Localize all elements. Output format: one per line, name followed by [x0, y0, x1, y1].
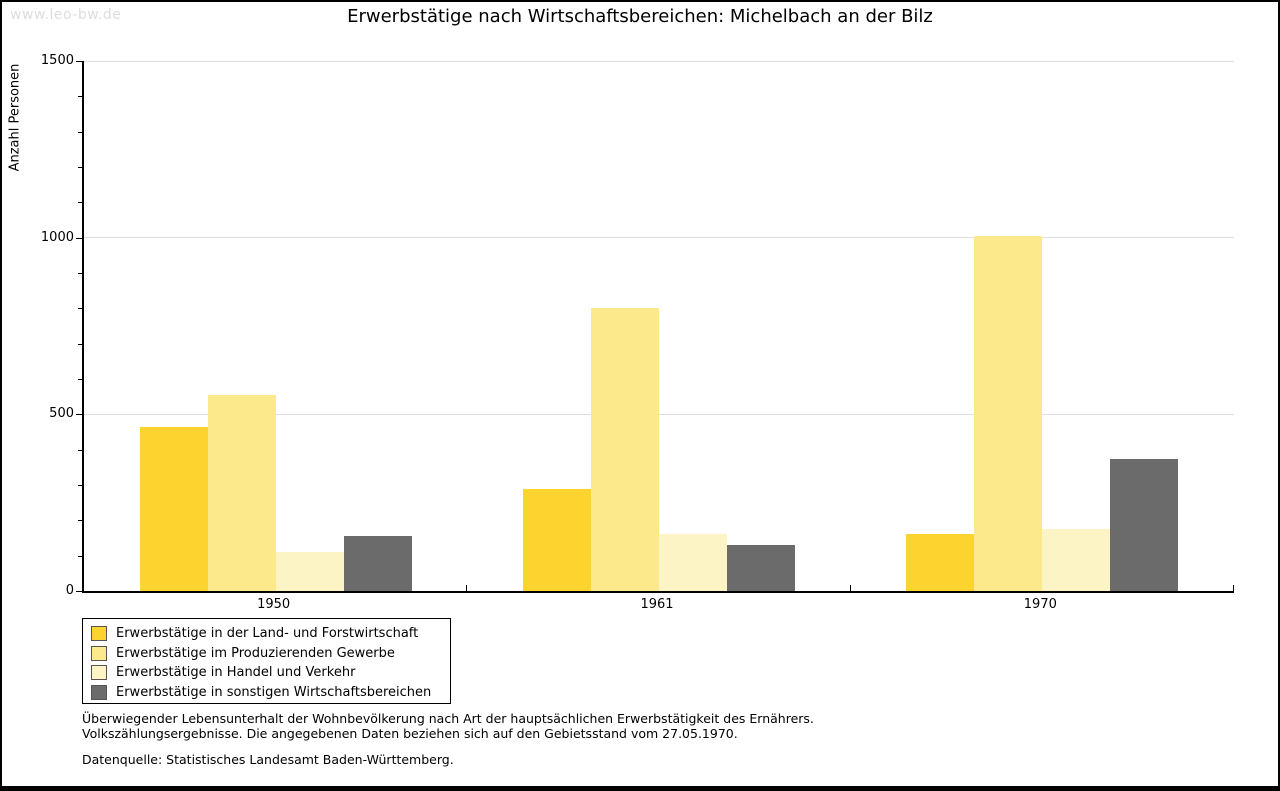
y-minor-tick-200 — [78, 520, 82, 522]
bar-series1-1970 — [906, 534, 975, 591]
legend-swatch-icon — [91, 665, 107, 681]
y-minor-tick-1100 — [78, 202, 82, 204]
bar-series4-1950 — [343, 536, 412, 591]
legend-swatch-icon — [91, 684, 107, 700]
bar-series3-1950 — [275, 552, 344, 591]
y-tick-label-1500: 1500 — [40, 53, 74, 68]
y-minor-tick-300 — [78, 485, 82, 486]
x-boundary-tick-2 — [849, 585, 851, 591]
legend-swatch-icon — [91, 626, 107, 642]
legend-item-4: Erwerbstätige in sonstigen Wirtschaftsbe… — [91, 683, 450, 703]
y-tick-label-500: 500 — [49, 406, 74, 422]
plot-area — [82, 60, 1234, 593]
bar-series2-1950 — [207, 394, 276, 591]
gridline-500 — [84, 413, 1234, 415]
bar-series4-1970 — [1110, 458, 1179, 591]
x-boundary-tick-1 — [466, 585, 468, 591]
legend-item-3: Erwerbstätige in Handel und Verkehr — [91, 663, 450, 683]
y-minor-tick-900 — [78, 273, 82, 274]
legend-label: Erwerbstätige in der Land- und Forstwirt… — [116, 626, 419, 642]
x-boundary-tick-3 — [1233, 585, 1234, 591]
y-major-tick-1500 — [76, 61, 82, 62]
y-minor-tick-600 — [78, 379, 82, 380]
y-tick-label-0: 0 — [65, 583, 74, 598]
y-minor-tick-100 — [78, 555, 82, 557]
legend-item-1: Erwerbstätige in der Land- und Forstwirt… — [91, 624, 450, 644]
y-minor-tick-700 — [78, 343, 82, 345]
x-tick-label-1970: 1970 — [1023, 597, 1057, 612]
y-axis-label: Anzahl Personen — [7, 63, 23, 172]
footnote: Überwiegender Lebensunterhalt der Wohnbe… — [82, 711, 814, 741]
bar-series3-1961 — [659, 534, 727, 591]
legend-swatch-icon — [91, 645, 107, 661]
footnote-line-2: Volkszählungsergebnisse. Die angegebenen… — [82, 725, 738, 741]
y-major-tick-0 — [76, 591, 82, 592]
y-tick-label-1000: 1000 — [40, 229, 74, 245]
y-minor-tick-400 — [78, 449, 82, 451]
y-minor-tick-1300 — [78, 131, 82, 133]
legend: Erwerbstätige in der Land- und Forstwirt… — [82, 618, 451, 704]
legend-label: Erwerbstätige in Handel und Verkehr — [116, 665, 356, 681]
y-minor-tick-1400 — [78, 96, 82, 98]
gridline-1000 — [84, 237, 1234, 239]
bar-series3-1970 — [1042, 529, 1111, 591]
gridline-1500 — [84, 60, 1234, 62]
y-minor-tick-800 — [78, 308, 82, 310]
y-minor-tick-1200 — [78, 167, 82, 168]
bar-series4-1961 — [727, 545, 795, 591]
bar-series2-1961 — [591, 308, 659, 591]
legend-label: Erwerbstätige in sonstigen Wirtschaftsbe… — [116, 684, 432, 700]
chart-title: Erwerbstätige nach Wirtschaftsbereichen:… — [347, 6, 933, 27]
bar-series1-1950 — [139, 426, 208, 591]
bar-series2-1970 — [974, 235, 1043, 591]
x-tick-label-1950: 1950 — [257, 597, 291, 612]
legend-label: Erwerbstätige im Produzierenden Gewerbe — [116, 645, 395, 661]
bar-series1-1961 — [523, 488, 591, 591]
y-major-tick-1000 — [76, 237, 82, 239]
x-tick-label-1961: 1961 — [640, 597, 674, 612]
legend-item-2: Erwerbstätige im Produzierenden Gewerbe — [91, 644, 450, 664]
footnote-line-1: Überwiegender Lebensunterhalt der Wohnbe… — [82, 711, 814, 726]
y-major-tick-500 — [76, 414, 82, 416]
data-source: Datenquelle: Statistisches Landesamt Bad… — [82, 752, 454, 767]
watermark: www.leo-bw.de — [10, 7, 122, 23]
